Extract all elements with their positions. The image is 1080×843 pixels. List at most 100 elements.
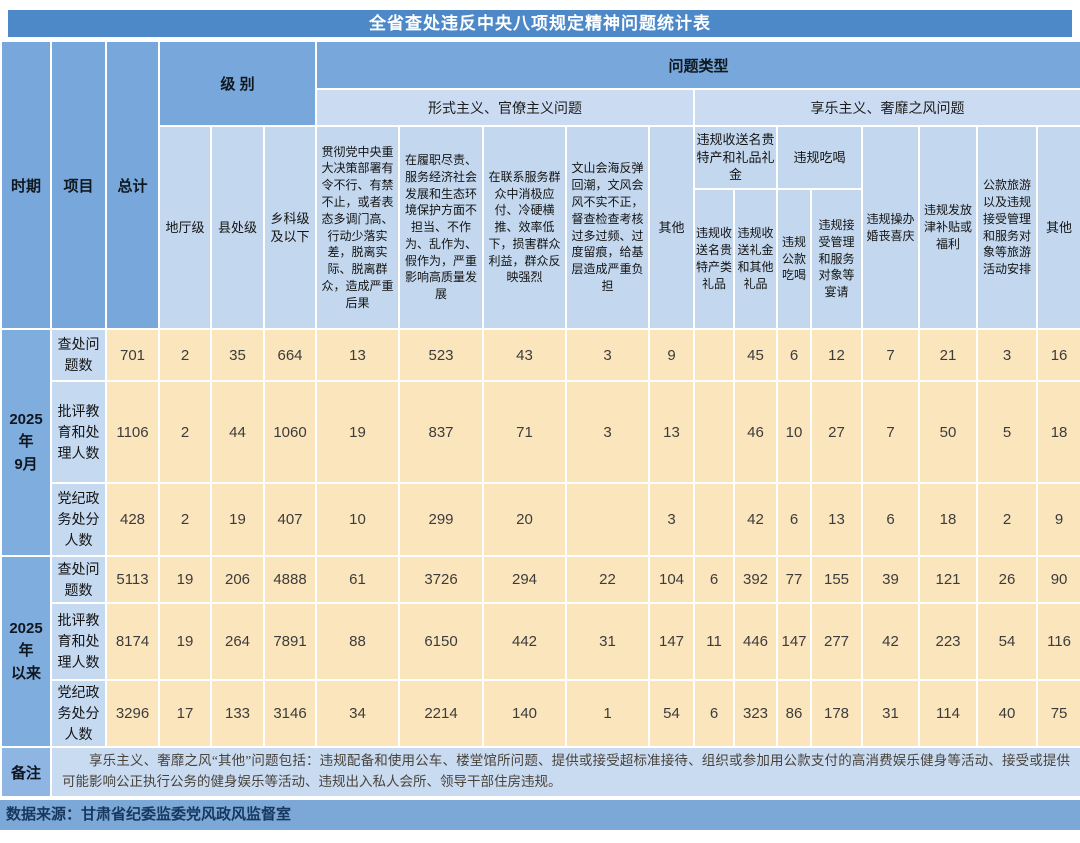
data-cell: 1060 <box>262 380 318 484</box>
col-header-allowances: 违规发放津补贴或福利 <box>918 125 979 330</box>
data-cell: 22 <box>565 555 651 604</box>
data-cell: 13 <box>810 482 864 557</box>
data-cell: 2 <box>976 482 1039 557</box>
table-row: 2025年 以来 查处问题数 5113 19 206 4888 61 3726 … <box>0 555 1080 748</box>
data-cell: 147 <box>776 602 813 681</box>
row-label: 查处问题数 <box>50 328 107 382</box>
table-row: 2025年 9月 查处问题数 701 2 35 664 13 523 43 3 … <box>0 328 1080 557</box>
col-group-formalism: 形式主义、官僚主义问题 <box>315 88 696 127</box>
remarks-row: 备注 享乐主义、奢靡之风“其他”问题包括：违规配备和使用公车、楼堂馆所问题、提供… <box>0 746 1080 798</box>
data-cell: 42 <box>861 602 921 681</box>
data-cell: 71 <box>482 380 568 484</box>
row-label: 查处问题数 <box>50 555 107 604</box>
col-group-problem-type: 问题类型 <box>315 40 1080 90</box>
data-cell: 114 <box>918 679 979 748</box>
data-cell: 428 <box>105 482 160 557</box>
col-header-period: 时期 <box>0 40 52 330</box>
data-cell: 13 <box>315 328 401 382</box>
col-header-formalism-4: 文山会海反弹回潮，文风会风不实不正，督查检查考核过多过频、过度留痕，给基层造成严… <box>565 125 651 330</box>
data-cell: 12 <box>810 328 864 382</box>
data-cell: 178 <box>810 679 864 748</box>
page-title: 全省查处违反中央八项规定精神问题统计表 <box>8 10 1072 37</box>
data-cell: 10 <box>776 380 813 484</box>
data-cell: 31 <box>565 602 651 681</box>
data-cell: 19 <box>210 482 265 557</box>
col-group-gifts: 违规收送名贵特产和礼品礼金 <box>693 125 779 190</box>
table-row: 批评教育和处理人数 1106 2 44 1060 19 837 71 3 13 … <box>1 380 1080 484</box>
data-cell: 147 <box>648 602 696 681</box>
data-cell: 5 <box>976 380 1039 484</box>
data-cell: 3146 <box>262 679 318 748</box>
data-cell: 86 <box>776 679 813 748</box>
data-cell <box>565 482 651 557</box>
data-cell: 116 <box>1036 602 1080 681</box>
col-header-hedonism-other: 其他 <box>1036 125 1080 330</box>
data-source: 数据来源：甘肃省纪委监委党风政风监督室 <box>0 800 1080 830</box>
data-cell: 121 <box>918 555 979 604</box>
data-cell: 54 <box>648 679 696 748</box>
col-header-level-township: 乡科级及以下 <box>262 125 318 330</box>
data-cell: 264 <box>210 602 265 681</box>
data-cell: 9 <box>1036 482 1080 557</box>
data-cell: 27 <box>810 380 864 484</box>
data-cell: 43 <box>482 328 568 382</box>
col-header-formalism-other: 其他 <box>648 125 696 330</box>
data-cell: 7 <box>861 380 921 484</box>
data-cell: 61 <box>315 555 401 604</box>
data-cell: 6 <box>861 482 921 557</box>
data-cell: 407 <box>262 482 318 557</box>
row-label: 批评教育和处理人数 <box>50 602 107 681</box>
data-cell: 13 <box>648 380 696 484</box>
col-group-hedonism: 享乐主义、奢靡之风问题 <box>693 88 1080 127</box>
data-cell: 299 <box>398 482 485 557</box>
table-row: 批评教育和处理人数 8174 19 264 7891 88 6150 442 3… <box>1 602 1080 681</box>
period-label-sep-2025: 2025年 9月 <box>0 328 52 557</box>
data-cell: 3 <box>565 328 651 382</box>
data-cell: 54 <box>976 602 1039 681</box>
data-cell: 26 <box>976 555 1039 604</box>
data-cell: 17 <box>158 679 212 748</box>
data-cell: 1106 <box>105 380 160 484</box>
col-header-gifts-cash: 违规收送礼金和其他礼品 <box>733 188 779 330</box>
data-cell: 277 <box>810 602 864 681</box>
data-cell: 3296 <box>105 679 160 748</box>
data-cell: 35 <box>210 328 265 382</box>
col-header-total: 总计 <box>105 40 160 330</box>
data-cell: 45 <box>733 328 779 382</box>
data-cell: 323 <box>733 679 779 748</box>
data-cell: 50 <box>918 380 979 484</box>
data-cell: 6150 <box>398 602 485 681</box>
data-cell: 19 <box>158 602 212 681</box>
data-cell: 3 <box>976 328 1039 382</box>
data-cell: 664 <box>262 328 318 382</box>
col-group-dining: 违规吃喝 <box>776 125 864 190</box>
data-cell: 88 <box>315 602 401 681</box>
col-group-level: 级 别 <box>157 40 318 127</box>
data-cell: 5113 <box>105 555 160 604</box>
data-cell: 2 <box>158 328 212 382</box>
data-cell: 42 <box>733 482 779 557</box>
col-header-level-prefecture: 地厅级 <box>158 125 212 330</box>
data-cell: 2 <box>158 482 212 557</box>
col-header-public-funded-travel: 公款旅游以及违规接受管理和服务对象等旅游活动安排 <box>976 125 1039 330</box>
row-label: 党纪政务处分人数 <box>50 679 107 748</box>
col-header-banquets: 违规接受管理和服务对象等宴请 <box>810 188 864 330</box>
col-header-formalism-3: 在联系服务群众中消极应付、冷硬横推、效率低下，损害群众利益，群众反映强烈 <box>482 125 568 330</box>
remarks-text: 享乐主义、奢靡之风“其他”问题包括：违规配备和使用公车、楼堂馆所问题、提供或接受… <box>62 753 1071 789</box>
data-cell: 837 <box>398 380 485 484</box>
data-cell: 701 <box>105 328 160 382</box>
data-cell: 40 <box>976 679 1039 748</box>
data-cell <box>693 482 736 557</box>
data-cell: 10 <box>315 482 401 557</box>
data-cell: 7 <box>861 328 921 382</box>
data-cell: 104 <box>648 555 696 604</box>
data-cell: 3 <box>565 380 651 484</box>
data-cell: 2 <box>158 380 212 484</box>
data-cell: 155 <box>810 555 864 604</box>
data-cell: 20 <box>482 482 568 557</box>
data-cell: 7891 <box>262 602 318 681</box>
data-cell: 3 <box>648 482 696 557</box>
remarks-label: 备注 <box>0 746 52 798</box>
col-header-formalism-2: 在履职尽责、服务经济社会发展和生态环境保护方面不担当、不作为、乱作为、假作为，严… <box>398 125 485 330</box>
col-header-weddings-funerals: 违规操办婚丧喜庆 <box>861 125 921 330</box>
